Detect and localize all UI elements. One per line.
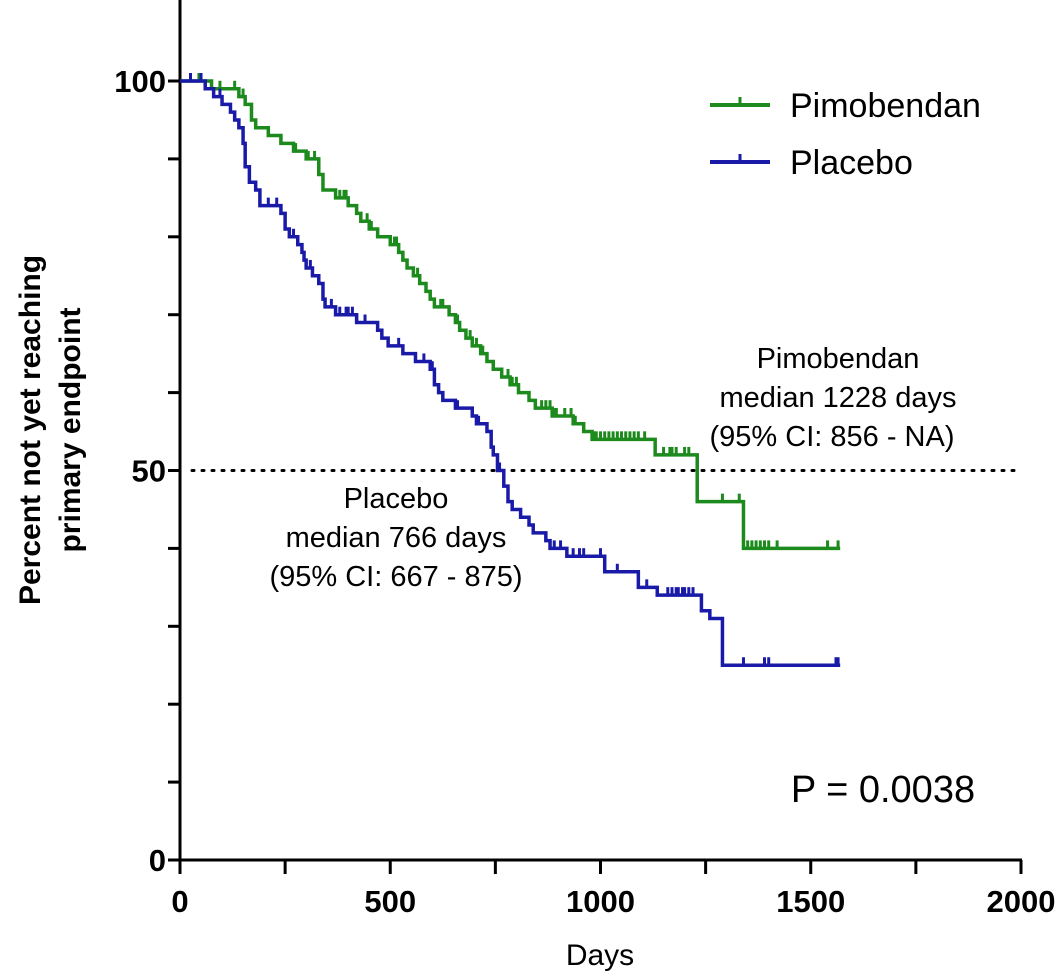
x-tick-label: 0	[171, 884, 188, 919]
p-value-annotation: P = 0.0038	[791, 769, 975, 811]
annotation-placebo-line-3: (95% CI: 667 - 875)	[269, 561, 522, 593]
annotation-pimobendan-line-3: (95% CI: 856 - NA)	[710, 421, 955, 453]
annotation-pimobendan-median: Pimobendan median 1228 days (95% CI: 856…	[710, 343, 957, 453]
annotation-placebo-median: Placebo median 766 days (95% CI: 667 - 8…	[269, 483, 522, 593]
legend-label-placebo: Placebo	[790, 144, 913, 182]
x-tick-label: 500	[364, 884, 416, 919]
legend: Pimobendan Placebo	[710, 87, 981, 182]
series-line-pimobendan	[180, 79, 841, 551]
annotation-placebo-line-2: median 766 days	[286, 522, 507, 554]
y-axis-label-line-2: primary endpoint	[54, 307, 87, 552]
x-tick-label: 1500	[776, 884, 845, 919]
x-axis-label: Days	[566, 939, 634, 972]
y-tick-label: 50	[132, 454, 166, 489]
y-tick-label: 0	[149, 843, 166, 878]
x-tick-label: 1000	[566, 884, 635, 919]
annotation-placebo-line-1: Placebo	[344, 483, 449, 515]
y-axis-label-line-1: Percent not yet reaching	[14, 255, 47, 605]
annotation-pimobendan-line-1: Pimobendan	[757, 343, 920, 375]
legend-label-pimobendan: Pimobendan	[790, 87, 981, 125]
x-tick-label: 2000	[987, 884, 1056, 919]
annotation-pimobendan-line-2: median 1228 days	[720, 382, 957, 414]
series-line-placebo	[180, 79, 841, 667]
y-tick-label: 100	[114, 64, 166, 99]
